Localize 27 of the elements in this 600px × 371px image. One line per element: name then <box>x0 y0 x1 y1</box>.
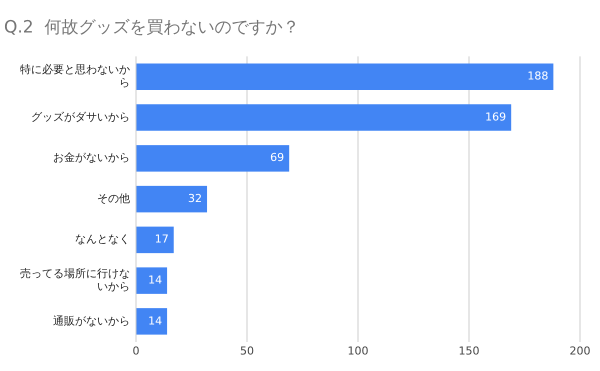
data-label: 14 <box>148 314 162 328</box>
x-tick-label: 150 <box>458 344 480 358</box>
bar <box>136 186 208 212</box>
data-label: 14 <box>148 274 162 286</box>
y-tick-label: お金がないから <box>53 151 130 164</box>
y-tick-label: 特に必要と思わないから <box>20 63 130 90</box>
chart-title: Q.2 何故グッズを買わないのですか？ <box>4 18 300 38</box>
data-label: 17 <box>154 232 169 246</box>
bar <box>136 267 168 294</box>
x-tick-label: 0 <box>132 344 140 358</box>
bar <box>136 145 290 172</box>
x-tick-label: 100 <box>348 344 368 358</box>
bar <box>136 104 512 131</box>
y-tick-label: なんとなく <box>75 232 130 246</box>
bar <box>136 308 168 335</box>
y-tick-label: グッズがダサいから <box>31 110 130 124</box>
y-tick-label: 通販がないから <box>53 314 130 328</box>
data-label: 69 <box>270 151 284 164</box>
x-tick-label: 50 <box>240 344 254 358</box>
data-label: 169 <box>485 110 506 124</box>
bar <box>136 64 554 90</box>
data-label: 188 <box>527 70 548 83</box>
data-label: 32 <box>188 192 202 205</box>
bar <box>136 226 174 254</box>
y-tick-label: その他 <box>97 192 130 205</box>
y-tick-label: 売ってる場所に行けないから <box>20 266 130 294</box>
x-tick-label: 200 <box>570 344 590 358</box>
